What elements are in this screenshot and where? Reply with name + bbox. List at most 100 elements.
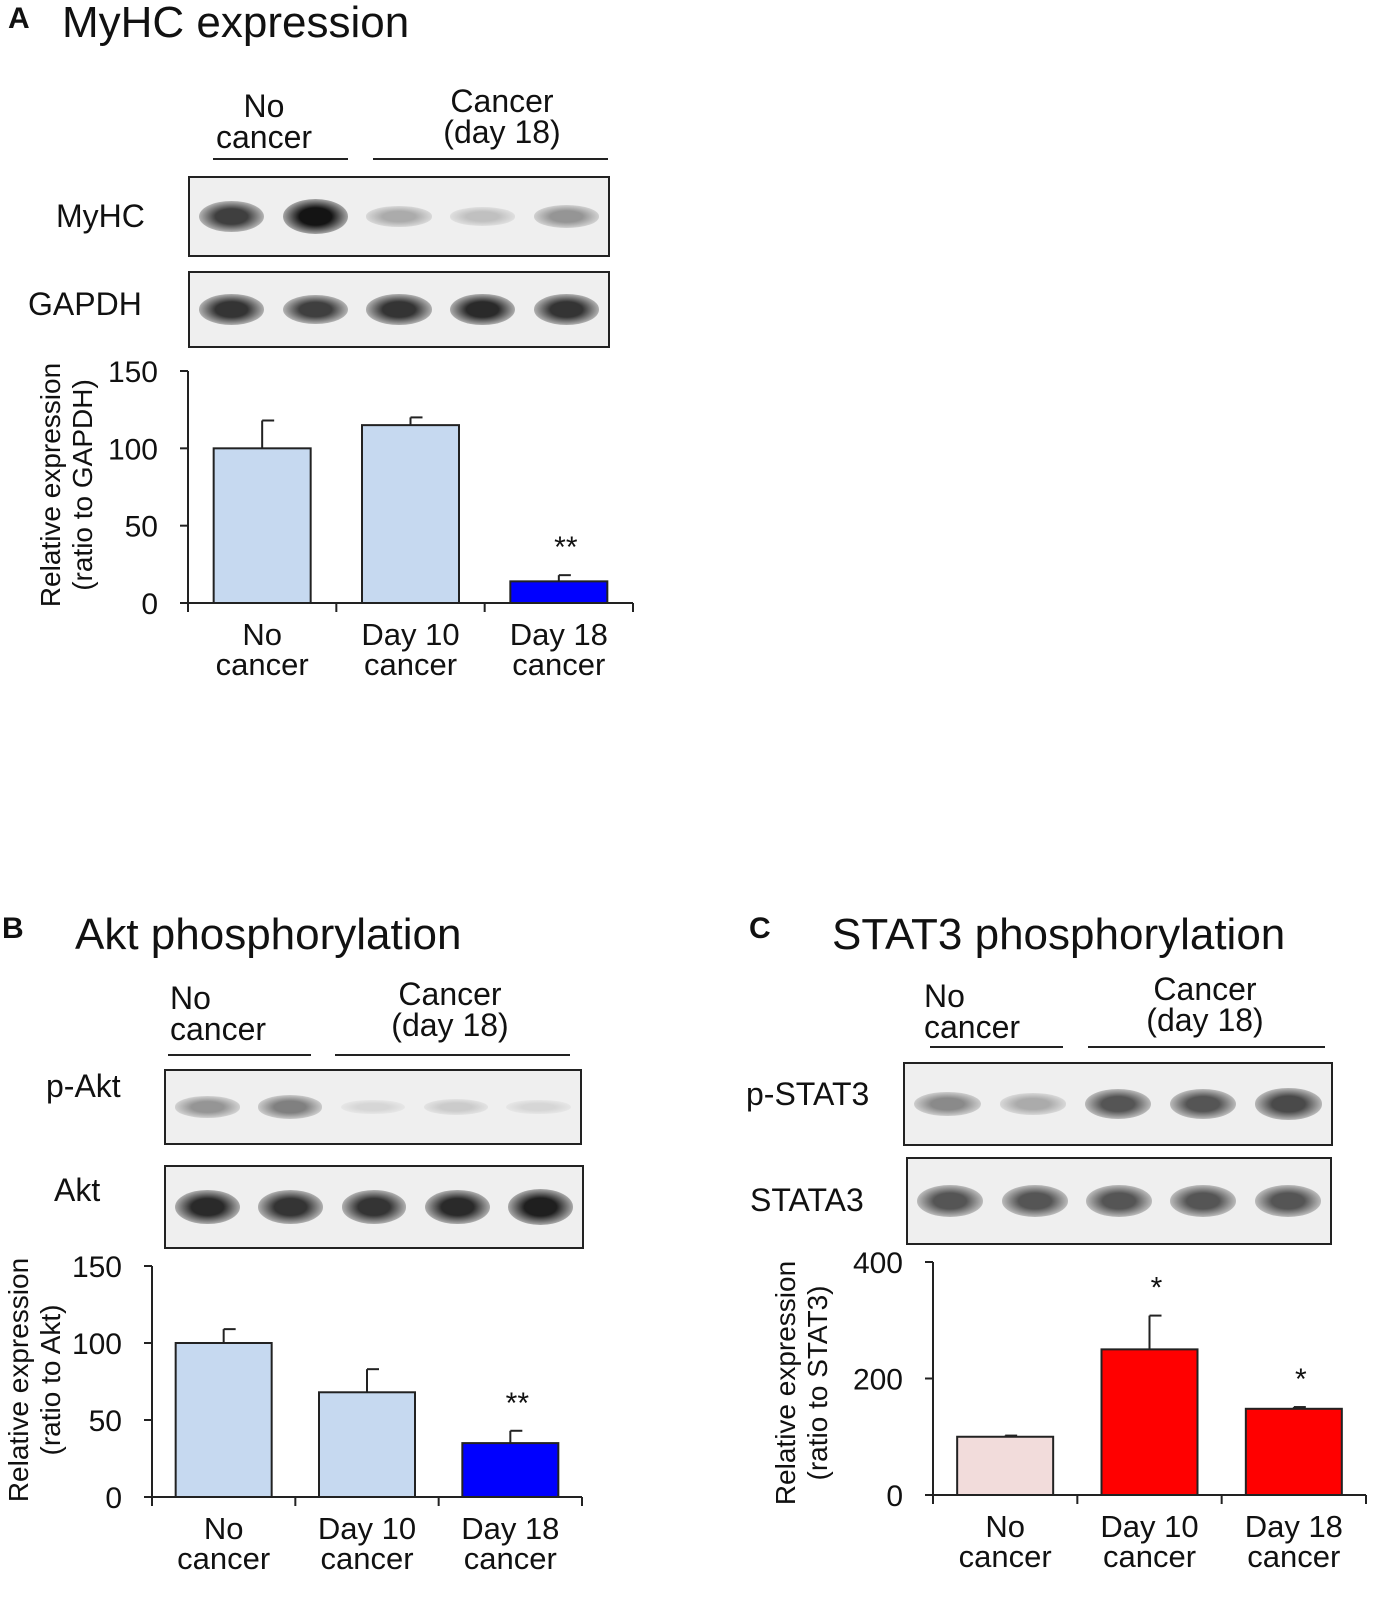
y-tick-label: 200: [853, 1364, 903, 1397]
panel-letter: B: [2, 912, 24, 945]
blot-band: [199, 294, 265, 325]
significance-marker: *: [1151, 1272, 1163, 1305]
group-line-cancer: [1088, 1046, 1325, 1048]
blot-band: [1255, 1088, 1322, 1120]
blot-label: Akt: [54, 1172, 101, 1208]
panel-title: STAT3 phosphorylation: [832, 910, 1286, 959]
blot-band: [1170, 1185, 1237, 1217]
y-axis-label-line: Relative expression: [35, 363, 66, 607]
bar: [1100, 1348, 1199, 1496]
y-tick-label: 0: [886, 1480, 903, 1513]
blot-band: [506, 1099, 571, 1115]
y-axis-label-line: Relative expression: [770, 1261, 801, 1505]
blot-band: [533, 205, 599, 228]
group-label-no-cancer: No cancer: [924, 978, 1021, 1045]
blot-band: [282, 294, 348, 325]
blot-band: [1169, 1088, 1237, 1120]
x-tick-label-line: Day 10: [361, 617, 459, 652]
group-label-no-cancer: No cancer: [170, 980, 267, 1047]
blot-band: [533, 294, 599, 325]
y-axis-label-line: (ratio to Akt): [35, 1305, 66, 1456]
x-tick-label-line: cancer: [177, 1541, 270, 1576]
blot-band: [282, 198, 348, 235]
x-tick-label-line: No: [985, 1509, 1025, 1544]
blot-label: p-STAT3: [746, 1076, 870, 1112]
western-blot-p-akt: [164, 1069, 582, 1145]
bar: [956, 1435, 1055, 1496]
bar: [361, 424, 460, 604]
x-tick-label: No cancer: [216, 617, 309, 682]
bar-chart-a: 0 50 100 150 Relative expression(ratio to GA…: [35, 356, 634, 682]
blot-band: [341, 1190, 407, 1224]
significance-marker: *: [1295, 1363, 1307, 1396]
blot-band: [449, 207, 516, 226]
group-line-no-cancer: [168, 1054, 311, 1056]
group-line-cancer: [373, 158, 608, 160]
western-blot-akt: [164, 1165, 584, 1249]
blot-band: [424, 1189, 490, 1225]
blot-label: STATA3: [750, 1182, 864, 1218]
western-blot-p-stat3: [903, 1062, 1333, 1146]
x-tick-label: Day 18 cancer: [461, 1511, 559, 1576]
x-tick-label: Day 18 cancer: [1245, 1509, 1343, 1574]
y-axis-label-line: (ratio to STAT3): [802, 1285, 833, 1480]
group-line-no-cancer: [213, 158, 348, 160]
blot-band: [258, 1190, 324, 1224]
western-blot-myhc: [188, 176, 610, 257]
blot-band: [1254, 1185, 1321, 1217]
x-tick-label-line: Day 10: [318, 1511, 416, 1546]
blot-band: [199, 200, 265, 233]
group-line-no-cancer: [930, 1046, 1063, 1048]
bar: [174, 1342, 273, 1498]
bar: [212, 447, 312, 605]
western-blot-gapdh: [188, 271, 610, 348]
bar: [1244, 1407, 1343, 1496]
blot-band: [449, 293, 516, 326]
group-label-cancer: Cancer (day 18): [391, 976, 509, 1043]
x-tick-label-line: cancer: [1103, 1539, 1196, 1574]
y-tick-label: 0: [141, 588, 158, 621]
bar: [509, 580, 609, 604]
x-tick-label-line: cancer: [320, 1541, 413, 1576]
x-tick-label-line: Day 18: [1245, 1509, 1343, 1544]
blot-band: [257, 1095, 323, 1119]
group-label-cancer: Cancer (day 18): [1146, 971, 1264, 1038]
x-tick-label-line: cancer: [1247, 1539, 1340, 1574]
x-tick-label-line: cancer: [512, 647, 605, 682]
y-axis-label: Relative expression(ratio to STAT3): [770, 1261, 833, 1505]
blot-band: [175, 1096, 240, 1118]
blot-band: [914, 1091, 981, 1117]
blot-band: [999, 1093, 1067, 1115]
group-line-cancer: [335, 1054, 570, 1056]
panel-title: MyHC expression: [62, 0, 410, 47]
y-axis-label-line: (ratio to GAPDH): [67, 379, 98, 591]
significance-marker: **: [506, 1387, 530, 1420]
x-tick-label: Day 10 cancer: [318, 1511, 416, 1576]
blot-band: [366, 294, 432, 325]
panel-title: Akt phosphorylation: [75, 910, 462, 959]
x-tick-label-line: Day 18: [461, 1511, 559, 1546]
x-tick-label: No cancer: [959, 1509, 1052, 1574]
blot-band: [1001, 1185, 1068, 1217]
y-tick-label: 0: [105, 1482, 122, 1515]
bar-chart-c: 0 200 400 Relative expression(ratio to STAT…: [770, 1247, 1367, 1574]
blot-label: p-Akt: [46, 1068, 121, 1104]
y-tick-label: 50: [89, 1405, 122, 1438]
y-tick-label: 100: [108, 433, 158, 466]
x-tick-label-line: cancer: [364, 647, 457, 682]
x-tick-label-line: No: [242, 617, 282, 652]
y-axis-label-line: Relative expression: [3, 1258, 34, 1502]
blot-label: GAPDH: [28, 286, 142, 322]
blot-band: [366, 206, 432, 227]
y-axis-label: Relative expression(ratio to Akt): [3, 1258, 66, 1502]
blot-band: [1086, 1185, 1152, 1217]
x-tick-label-line: Day 18: [510, 617, 608, 652]
x-tick-label: Day 10 cancer: [361, 617, 459, 682]
blot-band: [507, 1189, 573, 1225]
panel-letter: A: [8, 2, 30, 35]
x-tick-label: Day 10 cancer: [1100, 1509, 1198, 1574]
bar: [318, 1391, 416, 1498]
x-tick-label-line: cancer: [959, 1539, 1052, 1574]
x-tick-label-line: Day 10: [1100, 1509, 1198, 1544]
